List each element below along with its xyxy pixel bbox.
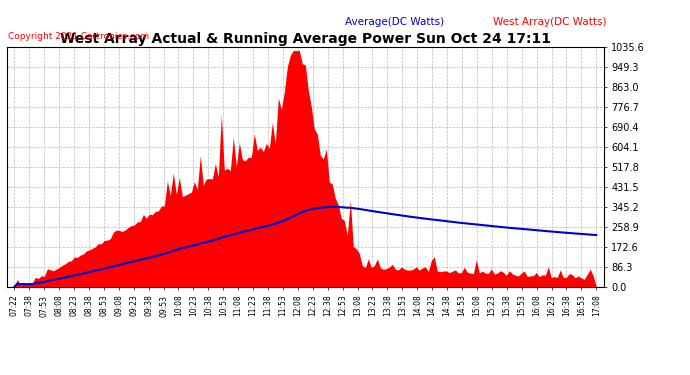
Text: Copyright 2021 Cartronics.com: Copyright 2021 Cartronics.com (8, 32, 150, 41)
Title: West Array Actual & Running Average Power Sun Oct 24 17:11: West Array Actual & Running Average Powe… (60, 32, 551, 46)
Text: Average(DC Watts): Average(DC Watts) (345, 17, 444, 27)
Text: West Array(DC Watts): West Array(DC Watts) (493, 17, 607, 27)
